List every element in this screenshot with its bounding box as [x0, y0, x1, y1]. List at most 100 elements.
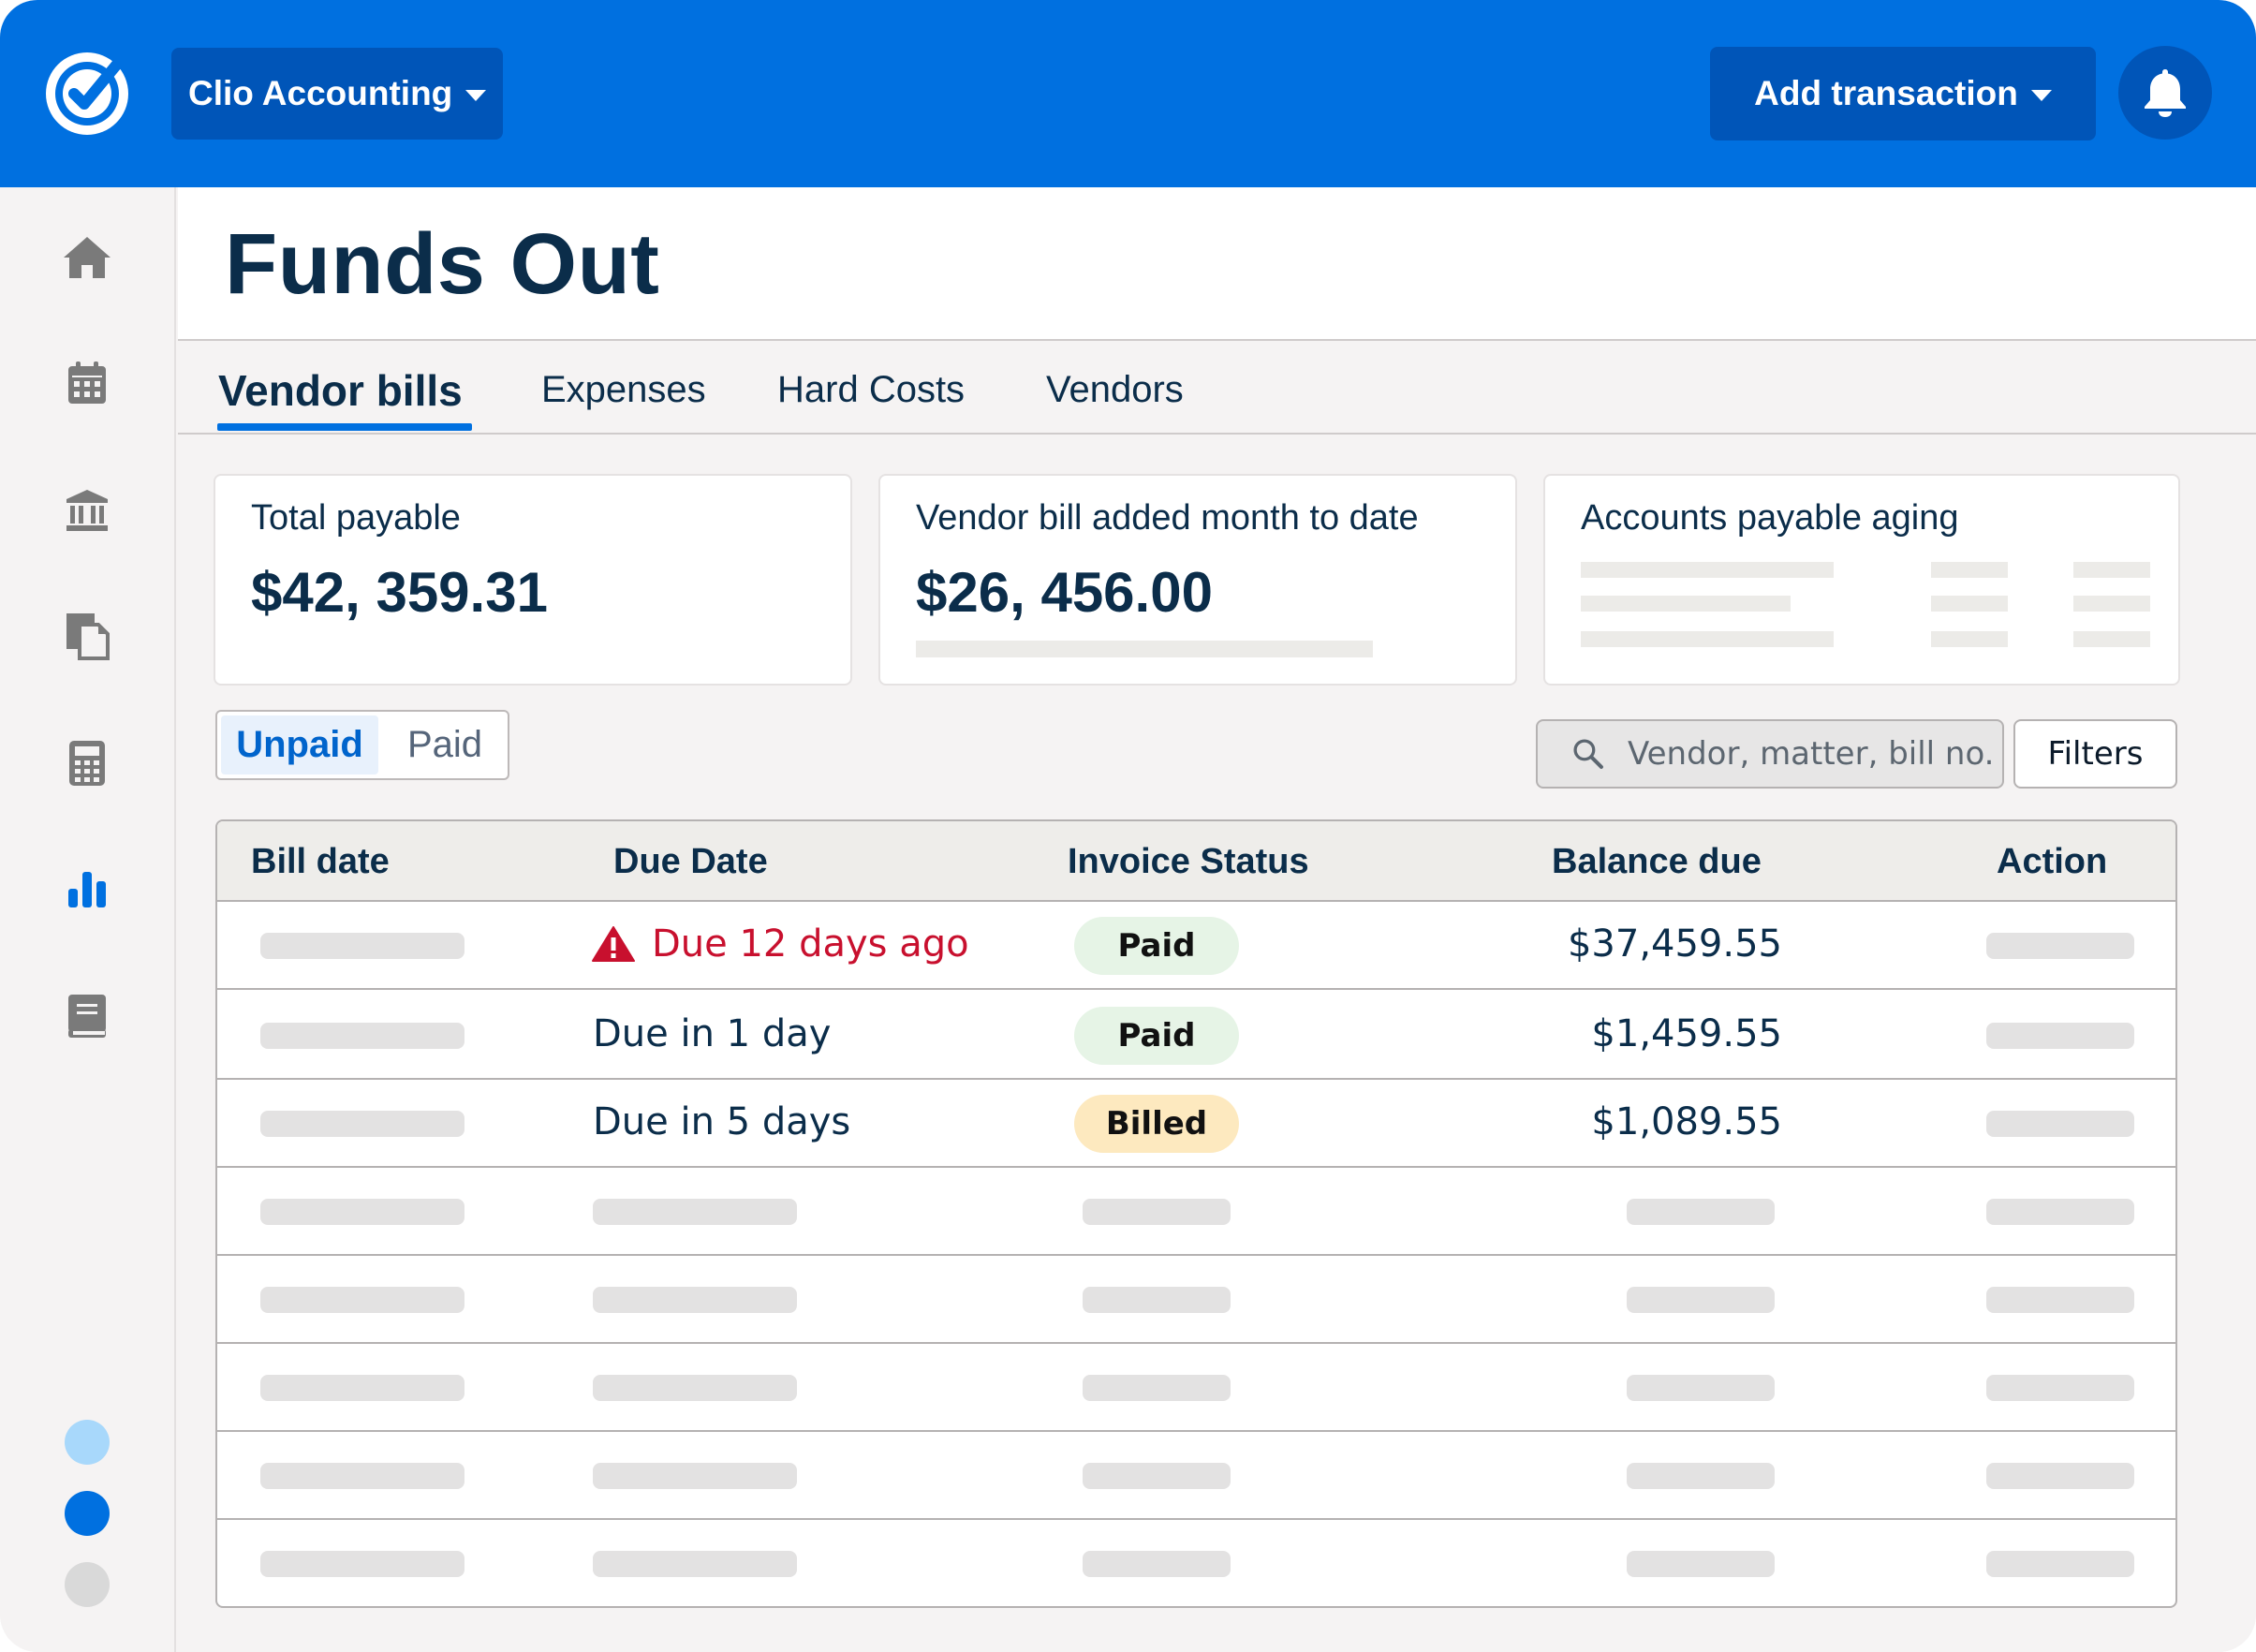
tab-expenses[interactable]: Expenses — [541, 369, 706, 410]
filters-button[interactable]: Filters — [2013, 719, 2177, 789]
action-placeholder[interactable] — [1986, 1111, 2134, 1137]
placeholder-bar — [2073, 596, 2150, 612]
bell-icon — [2145, 69, 2186, 117]
bill-date-placeholder — [260, 1023, 464, 1049]
chevron-down-icon — [465, 90, 487, 101]
tab-vendor-bills[interactable]: Vendor bills — [218, 366, 463, 415]
cell-placeholder — [1986, 1375, 2134, 1401]
table-row[interactable]: Due in 1 day Paid $1,459.55 — [217, 992, 2175, 1080]
main-content: Funds Out Vendor bills Expenses Hard Cos… — [178, 187, 2256, 1652]
search-input[interactable] — [1628, 735, 2002, 773]
sidebar-item-home[interactable] — [62, 232, 112, 283]
column-header-balance-due[interactable]: Balance due — [1552, 842, 1762, 881]
aging-label: Accounts payable aging — [1581, 498, 1959, 538]
unpaid-toggle-button[interactable]: Unpaid — [221, 715, 378, 774]
action-placeholder[interactable] — [1986, 933, 2134, 959]
cell-placeholder — [1986, 1463, 2134, 1489]
placeholder-bar — [2073, 631, 2150, 647]
month-to-date-card: Vendor bill added month to date $26, 456… — [878, 474, 1517, 686]
placeholder-bar — [1581, 596, 1791, 612]
column-header-invoice-status[interactable]: Invoice Status — [1068, 842, 1309, 881]
due-date-cell: Due in 1 day — [593, 1012, 831, 1055]
cell-placeholder — [1083, 1463, 1231, 1489]
status-dot-light — [65, 1420, 110, 1465]
cell-placeholder — [260, 1287, 464, 1313]
sidebar-item-reports[interactable] — [62, 863, 112, 914]
book-icon — [68, 995, 106, 1038]
due-date-cell: Due 12 days ago — [592, 922, 969, 966]
column-header-bill-date[interactable]: Bill date — [251, 842, 390, 881]
cell-placeholder — [1627, 1287, 1775, 1313]
tab-hard-costs[interactable]: Hard Costs — [777, 369, 966, 410]
calculator-icon — [69, 741, 105, 786]
column-header-action: Action — [1997, 842, 2108, 881]
cell-placeholder — [1083, 1287, 1231, 1313]
page-title: Funds Out — [225, 216, 660, 312]
bank-icon — [66, 490, 108, 531]
sidebar-item-calculator[interactable] — [62, 738, 112, 789]
cell-placeholder — [260, 1199, 464, 1225]
total-payable-card: Total payable $42, 359.31 — [214, 474, 852, 686]
search-box[interactable] — [1536, 719, 2004, 789]
account-name: Clio Accounting — [188, 74, 453, 112]
status-badge: Paid — [1074, 1007, 1239, 1065]
due-date-text: Due 12 days ago — [652, 922, 969, 966]
calendar-icon — [68, 361, 106, 404]
sidebar-item-calendar[interactable] — [62, 358, 112, 408]
placeholder-bar — [1931, 596, 2008, 612]
notifications-button[interactable] — [2118, 46, 2212, 140]
add-transaction-button[interactable]: Add transaction — [1710, 47, 2096, 140]
due-date-text: Due in 1 day — [593, 1012, 832, 1055]
paid-status-toggle: Unpaid Paid — [215, 710, 509, 780]
table-row-placeholder — [217, 1256, 2175, 1344]
documents-icon — [66, 613, 110, 660]
column-header-due-date[interactable]: Due Date — [613, 842, 768, 881]
bill-date-placeholder — [260, 933, 464, 959]
home-icon — [64, 237, 111, 278]
paid-toggle-button[interactable]: Paid — [406, 724, 483, 765]
status-badge: Billed — [1074, 1095, 1239, 1153]
balance-due-cell: $1,459.55 — [1591, 1012, 1782, 1055]
cell-placeholder — [260, 1551, 464, 1577]
cell-placeholder — [260, 1463, 464, 1489]
sidebar-item-documents[interactable] — [62, 611, 112, 661]
table-row-placeholder — [217, 1520, 2175, 1606]
cell-placeholder — [1986, 1199, 2134, 1225]
sidebar-item-ledger[interactable] — [62, 991, 112, 1041]
status-dot-active — [65, 1491, 110, 1536]
account-switcher-button[interactable]: Clio Accounting — [171, 48, 503, 140]
tab-vendors[interactable]: Vendors — [1046, 369, 1184, 410]
month-to-date-value: $26, 456.00 — [916, 561, 1213, 624]
bill-date-placeholder — [260, 1111, 464, 1137]
active-tab-indicator — [217, 423, 472, 431]
top-bar: Clio Accounting Add transaction — [0, 0, 2256, 187]
cell-placeholder — [593, 1199, 797, 1225]
table-row[interactable]: Due 12 days ago Paid $37,459.55 — [217, 902, 2175, 990]
placeholder-bar — [1581, 631, 1834, 647]
sidebar-item-bank[interactable] — [62, 485, 112, 536]
table-row-placeholder — [217, 1344, 2175, 1432]
cell-placeholder — [1627, 1463, 1775, 1489]
warning-icon — [592, 926, 635, 962]
cell-placeholder — [1986, 1287, 2134, 1313]
action-placeholder[interactable] — [1986, 1023, 2134, 1049]
balance-due-cell: $37,459.55 — [1567, 922, 1782, 966]
due-date-cell: Due in 5 days — [593, 1100, 850, 1143]
total-payable-value: $42, 359.31 — [251, 561, 548, 624]
page-header: Funds Out — [178, 187, 2256, 341]
clio-logo-icon[interactable] — [42, 49, 132, 139]
chevron-down-icon — [2030, 90, 2052, 101]
cell-placeholder — [1627, 1375, 1775, 1401]
cell-placeholder — [1627, 1199, 1775, 1225]
placeholder-bar — [1581, 562, 1834, 578]
cell-placeholder — [1627, 1551, 1775, 1577]
balance-due-cell: $1,089.55 — [1591, 1100, 1782, 1143]
aging-card: Accounts payable aging — [1543, 474, 2180, 686]
status-dot-inactive — [65, 1562, 110, 1607]
placeholder-bar — [1931, 562, 2008, 578]
cell-placeholder — [1986, 1551, 2134, 1577]
table-row[interactable]: Due in 5 days Billed $1,089.55 — [217, 1080, 2175, 1168]
cell-placeholder — [1083, 1551, 1231, 1577]
cell-placeholder — [593, 1551, 797, 1577]
